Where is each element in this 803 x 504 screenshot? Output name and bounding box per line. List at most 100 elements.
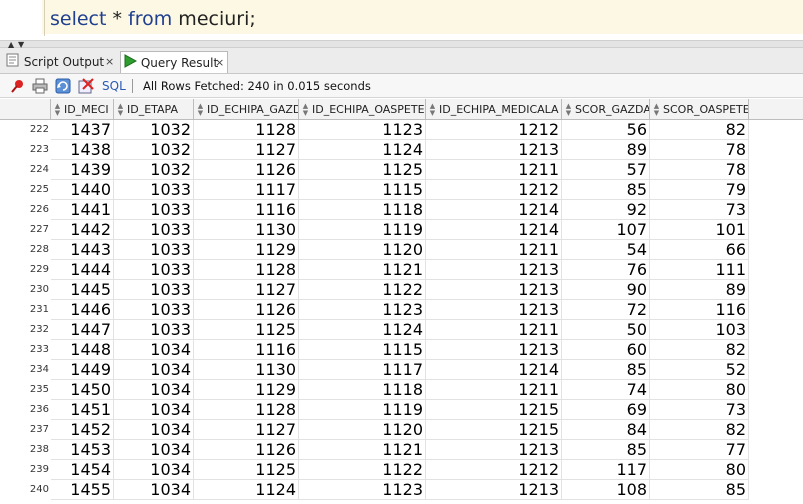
table-cell[interactable]: 1120 xyxy=(299,420,426,440)
table-cell[interactable]: 89 xyxy=(650,280,749,300)
table-cell[interactable]: 60 xyxy=(562,340,650,360)
table-cell[interactable]: 1033 xyxy=(114,280,194,300)
table-cell[interactable]: 1455 xyxy=(51,480,114,500)
table-cell[interactable]: 1034 xyxy=(114,440,194,460)
table-cell[interactable]: 1123 xyxy=(299,120,426,140)
column-header-id-echipa-medicala[interactable]: ▲ ▼ ID_ECHIPA_MEDICALA xyxy=(426,99,562,120)
table-cell[interactable]: 1032 xyxy=(114,120,194,140)
table-cell[interactable]: 1213 xyxy=(426,480,562,500)
sql-editor[interactable]: select * from meciuri; xyxy=(0,0,803,40)
table-cell[interactable]: 1032 xyxy=(114,160,194,180)
table-cell[interactable]: 1213 xyxy=(426,140,562,160)
table-cell[interactable]: 1033 xyxy=(114,220,194,240)
table-cell[interactable]: 103 xyxy=(650,320,749,340)
table-cell[interactable]: 1440 xyxy=(51,180,114,200)
table-cell[interactable]: 92 xyxy=(562,200,650,220)
table-row[interactable]: 236 1451 1034 1128 1119 1215 69 73 xyxy=(0,400,803,420)
table-cell[interactable]: 1211 xyxy=(426,380,562,400)
table-cell[interactable]: 1034 xyxy=(114,460,194,480)
maximize-up-icon[interactable]: ▲ xyxy=(8,40,15,49)
table-cell[interactable]: 101 xyxy=(650,220,749,240)
table-cell[interactable]: 1125 xyxy=(194,320,299,340)
table-cell[interactable]: 108 xyxy=(562,480,650,500)
table-cell[interactable]: 1212 xyxy=(426,460,562,480)
table-cell[interactable]: 50 xyxy=(562,320,650,340)
table-cell[interactable]: 1034 xyxy=(114,360,194,380)
table-cell[interactable]: 1211 xyxy=(426,320,562,340)
table-cell[interactable]: 1438 xyxy=(51,140,114,160)
table-cell[interactable]: 1446 xyxy=(51,300,114,320)
clear-icon[interactable] xyxy=(78,78,94,94)
table-cell[interactable]: 1213 xyxy=(426,440,562,460)
pin-icon[interactable] xyxy=(10,78,26,94)
close-icon[interactable]: × xyxy=(215,56,225,69)
table-cell[interactable]: 1125 xyxy=(194,460,299,480)
table-cell[interactable]: 1445 xyxy=(51,280,114,300)
table-cell[interactable]: 1126 xyxy=(194,440,299,460)
sort-icon[interactable]: ▲ ▼ xyxy=(565,102,572,117)
table-cell[interactable]: 1034 xyxy=(114,420,194,440)
table-cell[interactable]: 76 xyxy=(562,260,650,280)
table-cell[interactable]: 89 xyxy=(562,140,650,160)
table-cell[interactable]: 1127 xyxy=(194,420,299,440)
table-row[interactable]: 226 1441 1033 1116 1118 1214 92 73 xyxy=(0,200,803,220)
table-row[interactable]: 240 1455 1034 1124 1123 1213 108 85 xyxy=(0,480,803,500)
table-cell[interactable]: 1213 xyxy=(426,260,562,280)
table-cell[interactable]: 1118 xyxy=(299,380,426,400)
table-cell[interactable]: 1117 xyxy=(194,180,299,200)
sort-icon[interactable]: ▲ ▼ xyxy=(197,102,204,117)
table-cell[interactable]: 82 xyxy=(650,420,749,440)
table-cell[interactable]: 1215 xyxy=(426,420,562,440)
table-cell[interactable]: 1439 xyxy=(51,160,114,180)
table-cell[interactable]: 1034 xyxy=(114,380,194,400)
close-icon[interactable]: × xyxy=(105,55,115,68)
table-cell[interactable]: 1451 xyxy=(51,400,114,420)
table-cell[interactable]: 1129 xyxy=(194,240,299,260)
table-row[interactable]: 237 1452 1034 1127 1120 1215 84 82 xyxy=(0,420,803,440)
sort-icon[interactable]: ▲ ▼ xyxy=(54,102,61,117)
table-cell[interactable]: 85 xyxy=(562,180,650,200)
table-cell[interactable]: 54 xyxy=(562,240,650,260)
table-cell[interactable]: 1211 xyxy=(426,160,562,180)
table-cell[interactable]: 1123 xyxy=(299,300,426,320)
table-cell[interactable]: 1452 xyxy=(51,420,114,440)
tab-query-result[interactable]: Query Result × xyxy=(120,51,228,73)
table-cell[interactable]: 1125 xyxy=(299,160,426,180)
print-icon[interactable] xyxy=(32,78,48,94)
table-cell[interactable]: 1034 xyxy=(114,340,194,360)
table-cell[interactable]: 66 xyxy=(650,240,749,260)
table-cell[interactable]: 1130 xyxy=(194,360,299,380)
table-cell[interactable]: 1115 xyxy=(299,340,426,360)
table-row[interactable]: 231 1446 1033 1126 1123 1213 72 116 xyxy=(0,300,803,320)
table-cell[interactable]: 1119 xyxy=(299,220,426,240)
table-cell[interactable]: 1128 xyxy=(194,120,299,140)
table-cell[interactable]: 1211 xyxy=(426,240,562,260)
table-cell[interactable]: 85 xyxy=(562,440,650,460)
table-cell[interactable]: 72 xyxy=(562,300,650,320)
table-cell[interactable]: 77 xyxy=(650,440,749,460)
table-cell[interactable]: 1129 xyxy=(194,380,299,400)
table-cell[interactable]: 1124 xyxy=(299,320,426,340)
tab-script-output[interactable]: Script Output × xyxy=(6,51,118,73)
table-cell[interactable]: 1444 xyxy=(51,260,114,280)
table-cell[interactable]: 90 xyxy=(562,280,650,300)
table-cell[interactable]: 57 xyxy=(562,160,650,180)
table-cell[interactable]: 73 xyxy=(650,400,749,420)
sql-statement[interactable]: select * from meciuri; xyxy=(50,6,256,32)
table-cell[interactable]: 1443 xyxy=(51,240,114,260)
table-cell[interactable]: 82 xyxy=(650,120,749,140)
table-cell[interactable]: 1215 xyxy=(426,400,562,420)
table-cell[interactable]: 1454 xyxy=(51,460,114,480)
table-cell[interactable]: 1130 xyxy=(194,220,299,240)
table-row[interactable]: 227 1442 1033 1130 1119 1214 107 101 xyxy=(0,220,803,240)
table-cell[interactable]: 1214 xyxy=(426,220,562,240)
table-cell[interactable]: 1442 xyxy=(51,220,114,240)
table-cell[interactable]: 1126 xyxy=(194,160,299,180)
table-cell[interactable]: 1034 xyxy=(114,400,194,420)
table-cell[interactable]: 1127 xyxy=(194,280,299,300)
table-cell[interactable]: 1118 xyxy=(299,200,426,220)
table-row[interactable]: 234 1449 1034 1130 1117 1214 85 52 xyxy=(0,360,803,380)
table-cell[interactable]: 1115 xyxy=(299,180,426,200)
table-cell[interactable]: 1128 xyxy=(194,400,299,420)
table-cell[interactable]: 1119 xyxy=(299,400,426,420)
